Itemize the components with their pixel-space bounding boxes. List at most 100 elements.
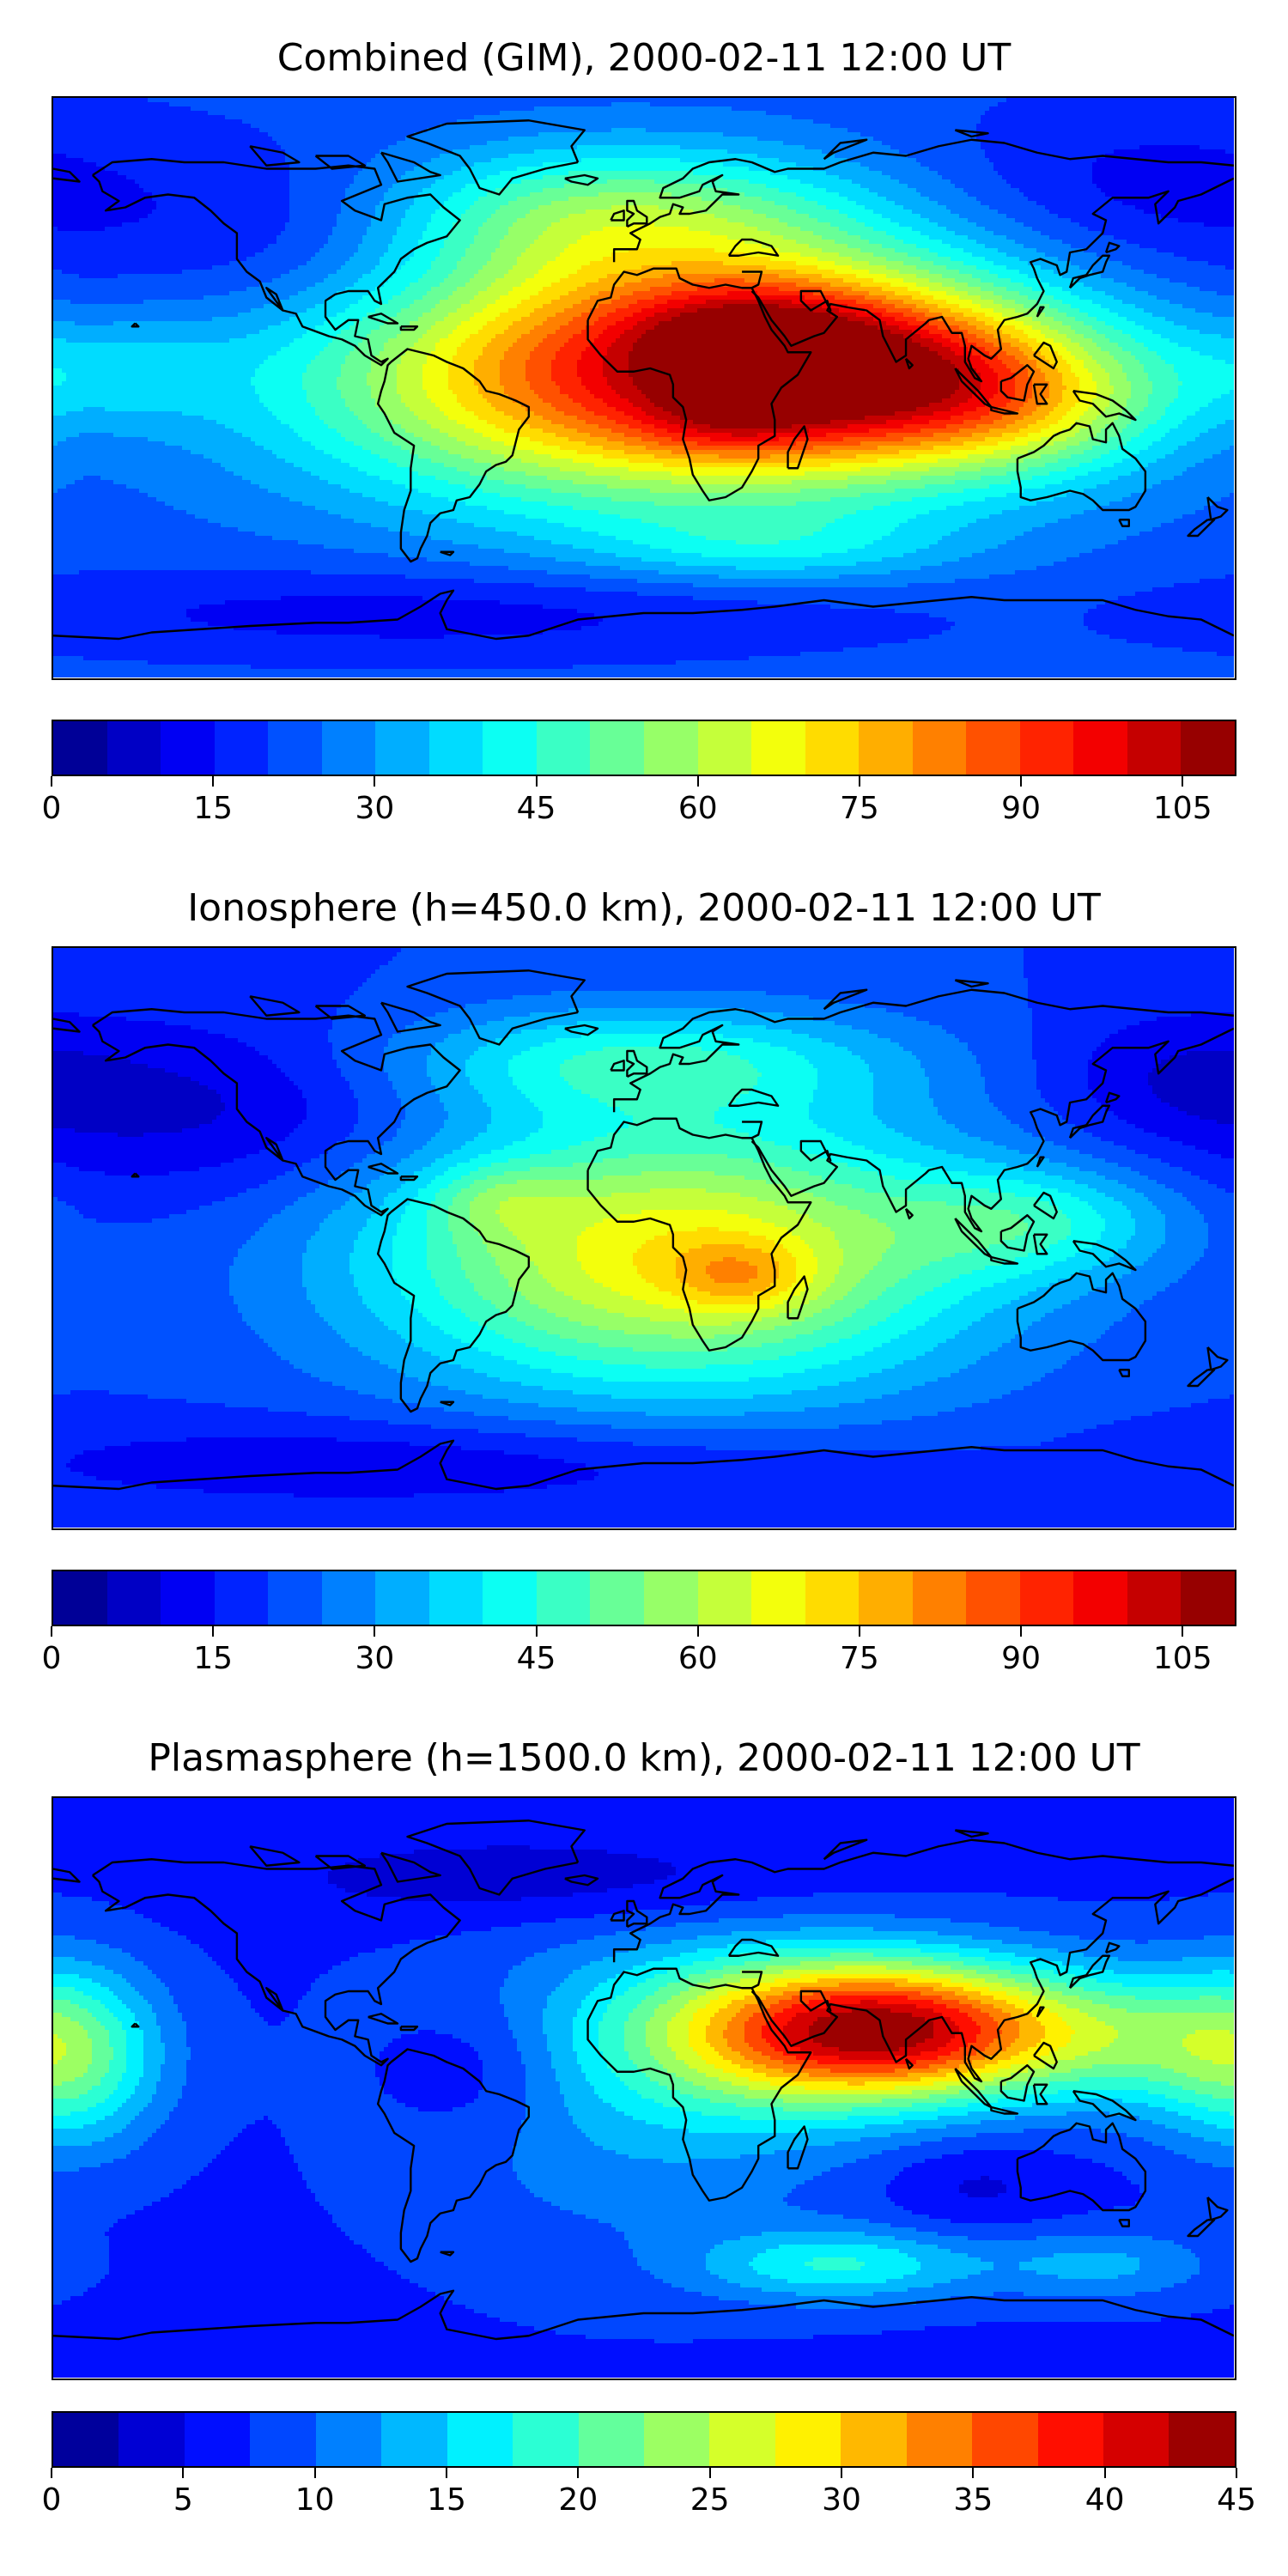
coastline-19 <box>1033 2041 1058 2070</box>
colorbar-level-1 <box>106 1571 161 1625</box>
coastline-10 <box>610 210 625 222</box>
coastline-34 <box>904 357 914 370</box>
coastline-37 <box>823 988 868 1011</box>
colorbar-level-3 <box>214 1571 269 1625</box>
coastline-16 <box>1068 1954 1111 1990</box>
colorbar-level-6 <box>375 1571 429 1625</box>
coastline-30 <box>53 1018 81 1033</box>
colorbar-tick-mark <box>696 776 699 787</box>
coastline-11 <box>564 173 599 186</box>
coastline-24 <box>1072 2090 1137 2122</box>
colorbar-tick-label: 20 <box>558 2482 598 2518</box>
colorbar-level-16 <box>912 1571 967 1625</box>
colorbar-tick-label: 60 <box>677 1641 718 1676</box>
coastline-4 <box>612 1838 1234 1963</box>
coastline-19 <box>1033 341 1058 370</box>
coastline-24 <box>1072 390 1137 422</box>
coastline-2 <box>586 1967 812 2202</box>
coastline-34 <box>904 2057 914 2070</box>
colorbar-tick-mark <box>313 2468 316 2478</box>
coastline-29 <box>53 1439 1234 1491</box>
map-combined <box>52 96 1236 680</box>
colorbar-level-7 <box>513 2413 579 2466</box>
coastline-8 <box>799 1990 832 2012</box>
coastline-26 <box>1118 2219 1130 2227</box>
colorbar-tick-mark <box>212 776 215 787</box>
colorbar-level-15 <box>859 721 913 775</box>
coastline-14 <box>314 155 367 170</box>
coastline-13 <box>380 1001 441 1033</box>
colorbar-level-9 <box>643 2413 710 2466</box>
coastline-21 <box>990 405 1019 415</box>
coastline-12 <box>406 119 586 196</box>
coastline-25 <box>1016 422 1147 512</box>
coastline-18 <box>1036 2006 1045 2018</box>
coastline-9 <box>626 1049 648 1078</box>
colorbar-tick-mark <box>1020 776 1023 787</box>
coastline-37 <box>823 138 868 161</box>
colorbar-level-13 <box>751 1571 805 1625</box>
coastline-36 <box>954 129 989 138</box>
colorbar-level-12 <box>697 721 752 775</box>
coastline-29 <box>53 589 1234 641</box>
colorbar-level-13 <box>751 721 805 775</box>
colorbar-tick-label: 0 <box>41 791 62 826</box>
coastline-13 <box>380 151 441 183</box>
colorbar-level-0 <box>53 721 107 775</box>
coastline-8 <box>799 289 832 312</box>
coastline-27 <box>1206 496 1229 521</box>
colorbar-tick-label: 45 <box>1217 2482 1256 2518</box>
colorbar-tick-mark <box>1182 776 1184 787</box>
colorbar-level-3 <box>214 721 269 775</box>
coastline-9 <box>626 199 648 228</box>
colorbar-level-3 <box>250 2413 316 2466</box>
colorbar-level-10 <box>590 721 645 775</box>
colorbar-tick-mark <box>972 2468 975 2478</box>
colorbar-level-2 <box>184 2413 251 2466</box>
map-ionosphere <box>52 946 1236 1530</box>
coastline-2 <box>586 267 812 501</box>
colorbar-tick-mark <box>696 1626 699 1637</box>
colorbar-level-17 <box>966 721 1020 775</box>
colorbar-tick-label: 30 <box>355 791 395 826</box>
colorbar-tick-mark <box>212 1626 215 1637</box>
colorbar-level-10 <box>709 2413 775 2466</box>
coastline-29 <box>53 2289 1234 2341</box>
colorbar-level-20 <box>1127 1571 1182 1625</box>
coastline-20 <box>954 2068 993 2109</box>
colorbar-tick-mark <box>1103 2468 1106 2478</box>
colorbar-tick-mark <box>535 776 538 787</box>
colorbar-tick-label: 105 <box>1152 791 1212 826</box>
colorbar-tick-label: 15 <box>193 1641 234 1676</box>
coastline-7 <box>727 1088 780 1107</box>
colorbar-tick-mark <box>1236 2468 1237 2478</box>
coastline-31 <box>131 2022 140 2028</box>
coastlines <box>53 119 1234 641</box>
colorbar-tick-mark <box>51 1626 52 1637</box>
panel-title-combined: Combined (GIM), 2000-02-11 12:00 UT <box>276 36 1012 80</box>
colorbar-level-6 <box>447 2413 513 2466</box>
colorbar-plasmasphere <box>52 2411 1236 2468</box>
field-cells <box>53 1798 1234 2378</box>
panel-title-plasmasphere: Plasmasphere (h=1500.0 km), 2000-02-11 1… <box>148 1736 1140 1780</box>
coastline-3 <box>787 1275 809 1320</box>
coastline-37 <box>823 1838 868 1861</box>
coastline-32 <box>368 2013 399 2025</box>
colorbar-level-7 <box>428 721 483 775</box>
colorbar-level-11 <box>775 2413 841 2466</box>
coastline-36 <box>954 979 989 988</box>
colorbar-level-12 <box>841 2413 907 2466</box>
coastline-5 <box>750 177 1234 383</box>
colorbar-tick-mark <box>374 776 376 787</box>
coastline-0 <box>91 158 461 367</box>
coastline-4 <box>612 988 1234 1113</box>
field-cells <box>53 948 1234 1528</box>
colorbar-level-4 <box>268 1571 322 1625</box>
colorbar-level-16 <box>912 721 967 775</box>
coastline-30 <box>53 167 81 183</box>
colorbar-level-19 <box>1073 721 1127 775</box>
colorbar-tick-mark <box>51 2468 52 2478</box>
colorbar-tick-label: 5 <box>173 2482 193 2518</box>
coastline-32 <box>368 313 399 325</box>
coastline-20 <box>954 368 993 409</box>
